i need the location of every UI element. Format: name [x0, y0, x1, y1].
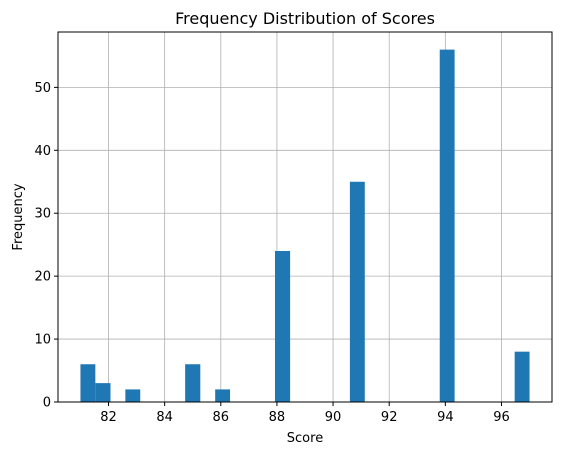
histogram-bar — [185, 364, 201, 402]
histogram-bar — [349, 181, 365, 402]
plot-frame — [57, 31, 553, 403]
y-tick-label: 50 — [34, 81, 51, 96]
histogram-bar — [274, 250, 291, 402]
x-tick-label: 92 — [381, 410, 398, 425]
bars-group — [80, 49, 530, 402]
y-tick-label: 10 — [34, 333, 51, 348]
histogram-bar — [80, 364, 96, 402]
x-tick-label: 90 — [325, 410, 342, 425]
x-tick-label: 96 — [493, 410, 510, 425]
histogram-bar — [125, 389, 141, 402]
histogram-bar — [514, 351, 530, 402]
x-tick-label: 86 — [213, 410, 230, 425]
chart-title: Frequency Distribution of Scores — [175, 9, 435, 28]
histogram-bar — [215, 389, 231, 402]
y-tick-label: 30 — [34, 207, 51, 222]
y-axis-ticks: 0 10 20 30 40 50 — [34, 81, 58, 411]
x-axis-label: Score — [287, 431, 323, 446]
x-tick-label: 82 — [100, 410, 117, 425]
x-axis-ticks: 82 84 86 88 90 92 94 96 — [100, 402, 510, 425]
grid-lines — [58, 32, 552, 403]
y-tick-label: 0 — [43, 396, 51, 411]
y-tick-label: 40 — [34, 144, 51, 159]
y-axis-label: Frequency — [11, 183, 26, 250]
x-tick-label: 94 — [437, 410, 454, 425]
histogram-bar — [95, 383, 111, 402]
x-tick-label: 84 — [156, 410, 173, 425]
histogram-bar — [439, 49, 455, 402]
y-tick-label: 20 — [34, 270, 51, 285]
x-tick-label: 88 — [269, 410, 286, 425]
